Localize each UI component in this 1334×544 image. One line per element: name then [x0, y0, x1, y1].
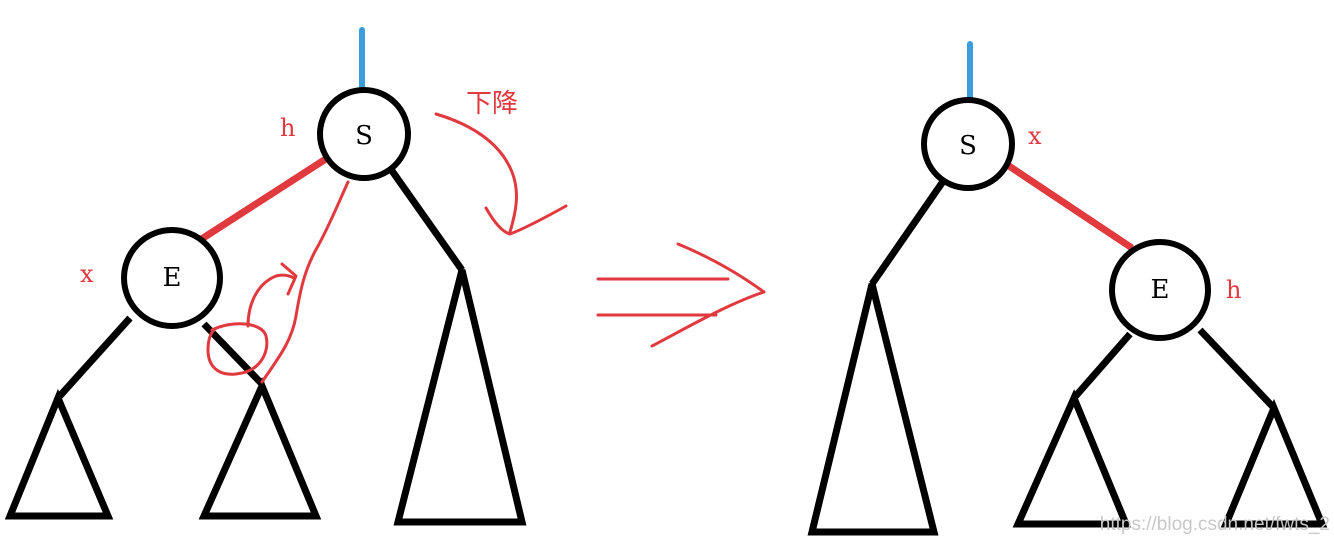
- tag-x-after: x: [1028, 122, 1042, 150]
- rotation-note: 下降: [466, 89, 518, 119]
- subtree-c-after: [1220, 398, 1328, 528]
- implies-arrow: [596, 242, 766, 348]
- edge-e-right-after: [1197, 327, 1277, 411]
- tag-h-before: h: [280, 114, 295, 142]
- tag-h-after: h: [1226, 276, 1241, 304]
- edge-e-left-after: [1071, 331, 1133, 401]
- node-e-before-label: E: [163, 263, 182, 293]
- edge-s-right-before: [387, 165, 465, 273]
- node-s-before-label: S: [355, 121, 373, 151]
- subtree-a-after: [807, 283, 939, 536]
- tag-x-before: x: [80, 260, 94, 288]
- subtree-c-before: [393, 269, 527, 526]
- edge-e-mid-before: [201, 321, 265, 387]
- subtree-b-after: [1012, 389, 1132, 528]
- edge-e-left-before: [55, 315, 133, 401]
- node-e-after: [1109, 239, 1211, 341]
- node-e-after-label: E: [1151, 275, 1170, 305]
- tree-before: S E h x 下降: [4, 27, 568, 526]
- subtree-a-before: [4, 388, 114, 520]
- move-subtree-annotation: [206, 180, 350, 384]
- node-s-before: [317, 87, 411, 181]
- rotation-arrow: [434, 112, 568, 236]
- tree-after: S E x h: [807, 41, 1328, 536]
- node-e-before: [121, 227, 223, 329]
- edge-s-e-after: [1004, 161, 1134, 251]
- watermark: https://blog.csdn.net/fwts_2: [1100, 514, 1330, 535]
- subtree-b-before: [198, 377, 322, 520]
- edge-s-left-after: [869, 178, 947, 286]
- node-s-after-label: S: [959, 131, 977, 161]
- node-s-after: [921, 97, 1015, 191]
- edge-s-e-before: [198, 152, 334, 243]
